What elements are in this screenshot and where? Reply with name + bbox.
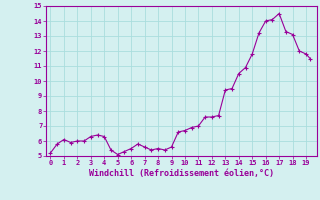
X-axis label: Windchill (Refroidissement éolien,°C): Windchill (Refroidissement éolien,°C) (89, 169, 274, 178)
